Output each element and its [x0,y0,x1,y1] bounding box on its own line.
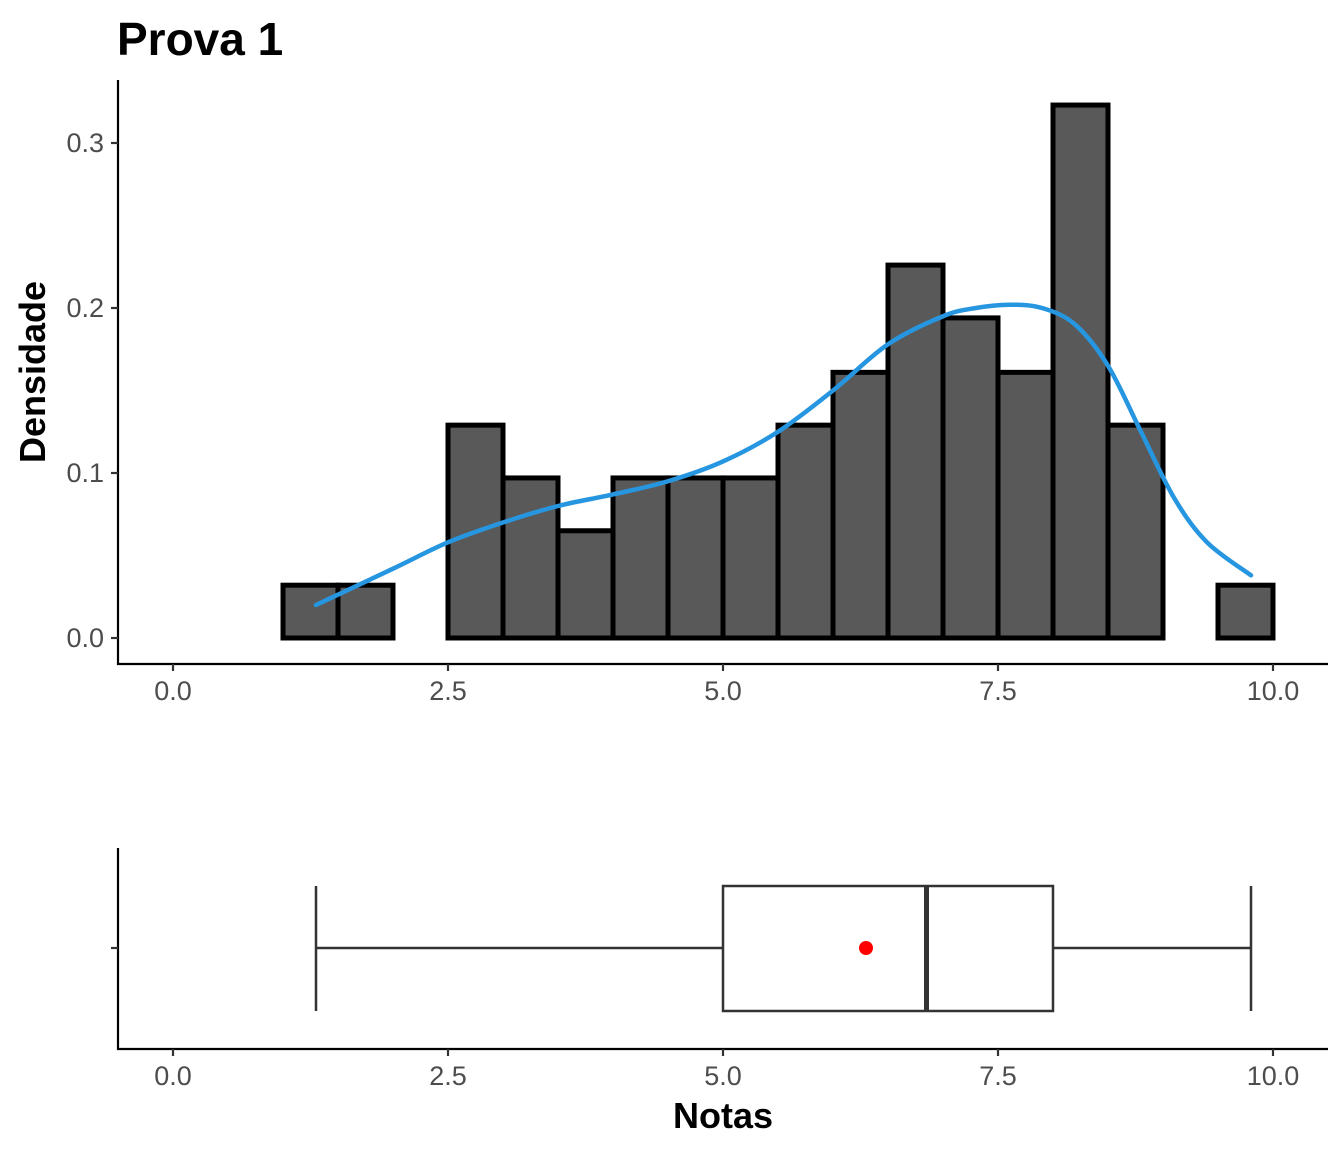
density-curve [313,302,1254,608]
x-tick-label: 0.0 [154,676,192,706]
y-tick-label: 0.1 [66,458,104,488]
iqr-box [721,884,1055,1013]
histogram-bar [665,475,726,641]
histogram-bar [830,369,891,641]
box-x-ticks: 0.0 2.5 5.0 7.5 10.0 [154,1049,1299,1091]
x-tick-label: 7.5 [979,1061,1017,1091]
x-tick-label: 2.5 [429,1061,467,1091]
boxplot [314,884,1253,1013]
histogram-bar [500,475,561,641]
y-tick-label: 0.2 [66,293,104,323]
histogram-bar [335,582,396,641]
density-curve-group [313,302,1254,608]
x-tick-label: 2.5 [429,676,467,706]
x-tick-label: 10.0 [1247,1061,1300,1091]
histogram-bar [940,315,1001,641]
histogram-bar [555,528,616,641]
histogram-bar [1050,102,1111,641]
y-tick-label: 0.0 [66,623,104,653]
chart-title: Prova 1 [117,13,283,65]
x-tick-label: 5.0 [704,676,742,706]
x-tick-label: 7.5 [979,676,1017,706]
hist-x-ticks: 0.0 2.5 5.0 7.5 10.0 [154,664,1299,706]
hist-y-ticks: 0.0 0.1 0.2 0.3 [66,128,118,653]
x-tick-label: 5.0 [704,1061,742,1091]
histogram-bar [610,475,671,641]
x-tick-label: 0.0 [154,1061,192,1091]
mean-point [859,941,873,955]
y-axis-title: Densidade [12,281,53,463]
histogram-bar [280,582,341,641]
histogram-bars [280,102,1276,641]
x-axis-title: Notas [673,1095,773,1136]
y-tick-label: 0.3 [66,128,104,158]
histogram-bar [995,369,1056,641]
histogram-bar [1215,582,1276,641]
histogram-bar [720,475,781,641]
x-tick-label: 10.0 [1247,676,1300,706]
histogram-bar [775,422,836,641]
